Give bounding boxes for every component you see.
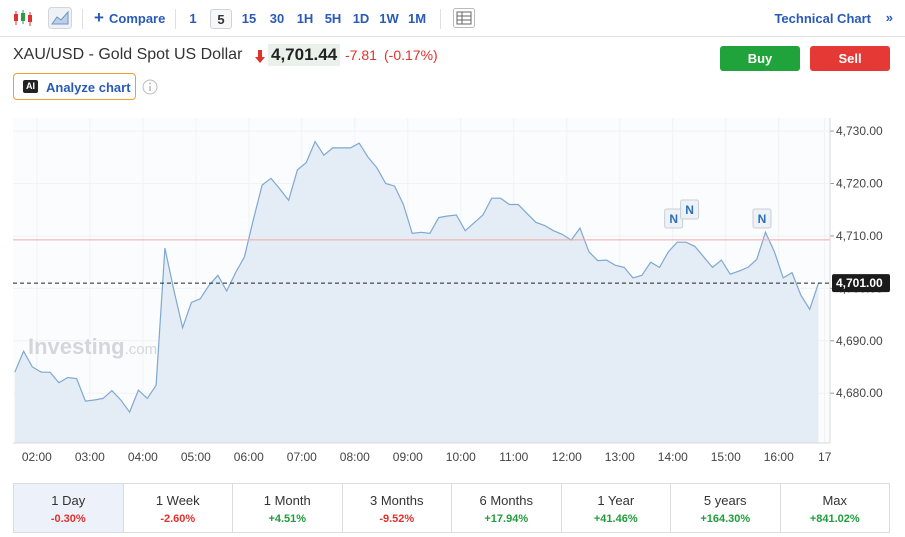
x-tick-label: 04:00 [128, 450, 158, 464]
ai-badge: AI [23, 80, 38, 93]
performance-period: 1 Month [263, 493, 311, 508]
performance-period: 1 Day [51, 493, 86, 508]
x-tick-label: 05:00 [181, 450, 211, 464]
performance-period: 6 Months [479, 493, 533, 508]
performance-change: +17.94% [484, 513, 529, 525]
separator [175, 9, 176, 29]
separator [440, 9, 441, 29]
sell-button[interactable]: Sell [810, 46, 890, 71]
performance-change: +41.46% [593, 513, 638, 525]
interval-button[interactable]: 30 [269, 11, 285, 26]
news-marker-label: N [758, 212, 767, 226]
info-icon[interactable] [142, 79, 158, 95]
analyze-chart-button[interactable]: AI Analyze chart [13, 73, 136, 100]
last-price-label: 4,701.00 [836, 276, 883, 290]
table-icon[interactable] [453, 8, 475, 28]
x-tick-label: 14:00 [658, 450, 688, 464]
x-tick-label: 12:00 [552, 450, 582, 464]
x-tick-label: 06:00 [234, 450, 264, 464]
area [14, 141, 819, 443]
performance-period: 1 Year [597, 493, 635, 508]
performance-change: +164.30% [700, 513, 751, 525]
performance-period: 5 years [703, 493, 747, 508]
y-tick-label: 4,730.00 [836, 124, 883, 138]
separator [82, 9, 83, 29]
interval-button[interactable]: 1H [296, 11, 314, 26]
watermark-suffix: .com [125, 341, 158, 358]
performance-change: +841.02% [809, 513, 860, 525]
y-tick-label: 4,680.00 [836, 386, 883, 400]
interval-button[interactable]: 1D [352, 11, 370, 26]
performance-period: Max [822, 493, 848, 508]
performance-change: -0.30% [50, 513, 86, 525]
y-tick-label: 4,720.00 [836, 177, 883, 191]
buy-button[interactable]: Buy [720, 46, 800, 71]
x-tick-label: 08:00 [340, 450, 370, 464]
toolbar: + Compare Technical Chart » 1 5 15 30 1H 5H 1D… [0, 0, 905, 37]
news-marker-label: N [669, 212, 678, 226]
x-tick-label: 17 [818, 450, 832, 464]
last-price-box [832, 274, 890, 293]
performance-cell[interactable]: 6 Months +17.94% [452, 484, 562, 532]
watermark-brand: Investing [28, 334, 125, 359]
price-line [14, 140, 820, 414]
performance-cell[interactable]: 1 Year +41.46% [562, 484, 671, 532]
interval-button[interactable]: 15 [241, 11, 257, 26]
x-tick-label: 15:00 [711, 450, 741, 464]
more-arrow[interactable]: » [885, 10, 893, 25]
price: 4,701.44 [268, 44, 341, 66]
performance-cell[interactable]: 5 years +164.30% [671, 484, 781, 532]
analyze-chart-label: Analyze chart [46, 80, 131, 95]
performance-change: -2.60% [160, 513, 196, 525]
x-tick-label: 10:00 [446, 450, 476, 464]
news-marker [752, 208, 772, 229]
down-arrow [255, 50, 265, 63]
area-icon[interactable] [48, 7, 72, 29]
performance-cell[interactable]: Max +841.02% [781, 484, 890, 532]
x-tick-label: 03:00 [75, 450, 105, 464]
performance-period: 1 Week [155, 493, 200, 508]
instrument-title: XAU/USD - Gold Spot US Dollar [13, 46, 243, 63]
performance-change: -9.52% [379, 513, 415, 525]
x-tick-label: 07:00 [287, 450, 317, 464]
x-tick-label: 09:00 [393, 450, 423, 464]
x-tick-label: 02:00 [22, 450, 52, 464]
x-tick-label: 16:00 [764, 450, 794, 464]
price-change: -7.81 [345, 47, 377, 63]
compare-plus[interactable]: + [94, 8, 104, 27]
news-marker-label: N [685, 203, 694, 217]
price-change-percent: (-0.17%) [384, 47, 438, 63]
y-tick-label: 4,710.00 [836, 229, 883, 243]
performance-cell[interactable]: 3 Months -9.52% [343, 484, 452, 532]
performance-bar: 1 Day -0.30% 1 Week -2.60% 1 Month +4.51% 3 Mo… [13, 483, 890, 533]
compare-button[interactable]: Compare [109, 11, 166, 26]
x-tick-label: 11:00 [499, 450, 528, 464]
interval-button[interactable]: 1M [407, 11, 427, 26]
news-marker [680, 199, 700, 220]
performance-period: 3 Months [370, 493, 424, 508]
performance-cell[interactable]: 1 Month +4.51% [233, 484, 343, 532]
y-tick-label: 4,690.00 [836, 334, 883, 348]
x-tick-label: 13:00 [605, 450, 635, 464]
watermark: Investing.com [28, 334, 157, 359]
chart: 02:00 03:00 04:00 05:00 06:00 07:00 08:00 09:00… [13, 118, 890, 464]
performance-cell[interactable]: 1 Day -0.30% [14, 484, 124, 532]
performance-change: +4.51% [268, 513, 307, 525]
interval-button[interactable]: 5 [210, 9, 232, 29]
interval-button[interactable]: 1 [189, 11, 197, 26]
interval-button[interactable]: 1W [379, 11, 399, 26]
candles-icon[interactable] [12, 8, 34, 28]
performance-cell[interactable]: 1 Week -2.60% [124, 484, 233, 532]
interval-button[interactable]: 5H [324, 11, 342, 26]
technical-chart-link[interactable]: Technical Chart [774, 11, 871, 26]
